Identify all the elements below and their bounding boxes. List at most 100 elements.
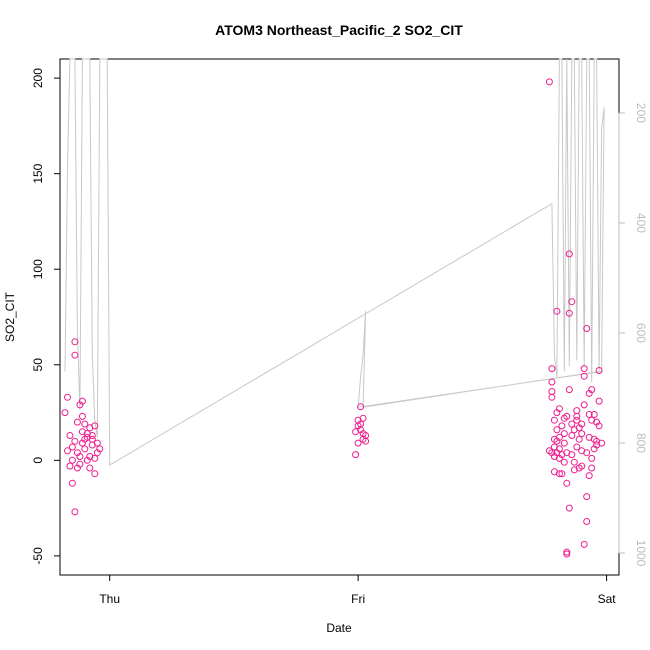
data-point: [573, 443, 581, 451]
data-point: [71, 437, 79, 445]
data-point: [568, 432, 576, 439]
data-point: [573, 412, 581, 420]
data-point: [568, 451, 576, 459]
x-axis-label: Date: [326, 621, 352, 635]
data-point: [558, 470, 566, 478]
data-point: [585, 411, 593, 418]
data-point: [555, 405, 563, 413]
data-point: [555, 445, 563, 453]
data-point: [578, 420, 586, 428]
x-tick-label: Fri: [351, 592, 365, 606]
y-tick-label: 100: [31, 259, 45, 279]
x-axis: Thu Fri Sat: [99, 574, 617, 606]
data-point: [66, 462, 74, 470]
pressure-line: [64, 58, 605, 466]
y-tick-label: 0: [31, 457, 45, 464]
data-point: [64, 447, 71, 455]
data-point: [78, 397, 86, 405]
data-point: [590, 411, 598, 418]
data-point: [81, 420, 89, 428]
x-tick-label: Thu: [99, 592, 120, 606]
data-point: [76, 453, 84, 460]
data-point: [583, 325, 591, 332]
data-point: [78, 439, 86, 447]
data-point: [71, 338, 79, 346]
y2-tick-label: 800: [634, 433, 648, 453]
data-point: [71, 508, 79, 516]
data-point: [550, 416, 558, 424]
data-point: [583, 518, 591, 525]
data-point: [588, 454, 596, 462]
data-point: [545, 78, 553, 86]
chart-title: ATOM3 Northeast_Pacific_2 SO2_CIT: [215, 22, 463, 38]
data-point: [565, 504, 573, 512]
data-point: [585, 472, 593, 480]
y2-tick-label: 200: [634, 103, 648, 123]
data-point: [560, 439, 568, 447]
y-tick-label: 150: [31, 163, 45, 183]
data-point: [548, 388, 556, 395]
data-point: [568, 298, 576, 306]
data-point: [93, 439, 101, 447]
x-tick-label: Sat: [598, 592, 617, 606]
data-point: [91, 422, 99, 430]
data-point: [563, 412, 571, 420]
y2-axis: 200 400 600 800 1000: [618, 103, 648, 567]
data-point: [570, 458, 578, 466]
data-point: [588, 464, 596, 472]
y2-tick-label: 600: [634, 323, 648, 343]
data-point: [68, 443, 76, 451]
data-point: [91, 454, 99, 462]
data-point: [578, 462, 586, 470]
data-point: [560, 430, 568, 438]
data-point: [81, 445, 89, 453]
y-axis-label: SO2_CIT: [3, 291, 17, 342]
data-point: [583, 493, 591, 501]
data-point: [580, 372, 588, 380]
data-point: [580, 540, 588, 548]
data-point: [580, 365, 588, 373]
data-point: [352, 451, 360, 459]
data-point: [66, 432, 74, 439]
data-point: [595, 367, 603, 374]
data-point: [91, 470, 99, 478]
data-point: [595, 422, 603, 430]
data-point: [68, 456, 76, 464]
data-point: [76, 460, 84, 468]
y2-tick-label: 400: [634, 213, 648, 233]
data-point: [565, 250, 573, 258]
data-point: [548, 393, 556, 401]
data-point: [563, 548, 571, 556]
data-point: [565, 309, 573, 317]
data-point: [573, 407, 581, 415]
data-point: [61, 409, 69, 417]
data-point: [573, 416, 581, 424]
data-point: [362, 432, 370, 439]
y-tick-label: 200: [31, 68, 45, 88]
y2-tick-label: 1000: [634, 540, 648, 567]
data-point: [68, 479, 76, 487]
data-point: [354, 439, 362, 447]
data-point: [568, 420, 576, 428]
data-point: [64, 393, 71, 401]
data-point: [595, 397, 603, 405]
data-point: [548, 378, 556, 386]
data-point: [548, 365, 556, 373]
data-point: [563, 479, 571, 487]
data-point: [578, 430, 586, 438]
plot-frame: [59, 58, 620, 576]
points-layer: [61, 78, 606, 558]
data-point: [553, 307, 561, 315]
data-point: [565, 386, 573, 394]
pressure-layer: [64, 58, 605, 466]
data-point: [558, 422, 566, 430]
y-tick-label: -50: [31, 547, 45, 565]
data-point: [598, 439, 606, 447]
data-point: [555, 433, 563, 441]
data-point: [553, 426, 561, 434]
data-point: [88, 432, 96, 439]
data-point: [71, 351, 79, 359]
y-tick-label: 50: [31, 358, 45, 372]
data-point: [580, 401, 588, 409]
